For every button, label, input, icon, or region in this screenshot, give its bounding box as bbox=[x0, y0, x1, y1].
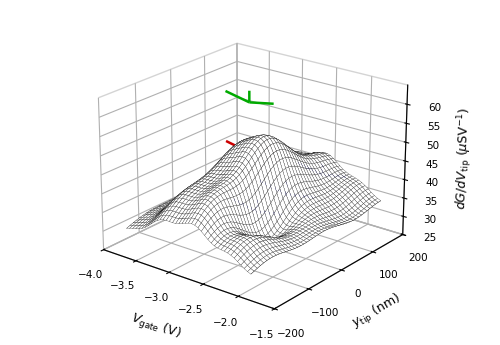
X-axis label: $V_{\mathrm{gate}}$ (V): $V_{\mathrm{gate}}$ (V) bbox=[128, 310, 183, 344]
Y-axis label: $y_{\mathrm{tip}}$ (nm): $y_{\mathrm{tip}}$ (nm) bbox=[348, 290, 405, 333]
